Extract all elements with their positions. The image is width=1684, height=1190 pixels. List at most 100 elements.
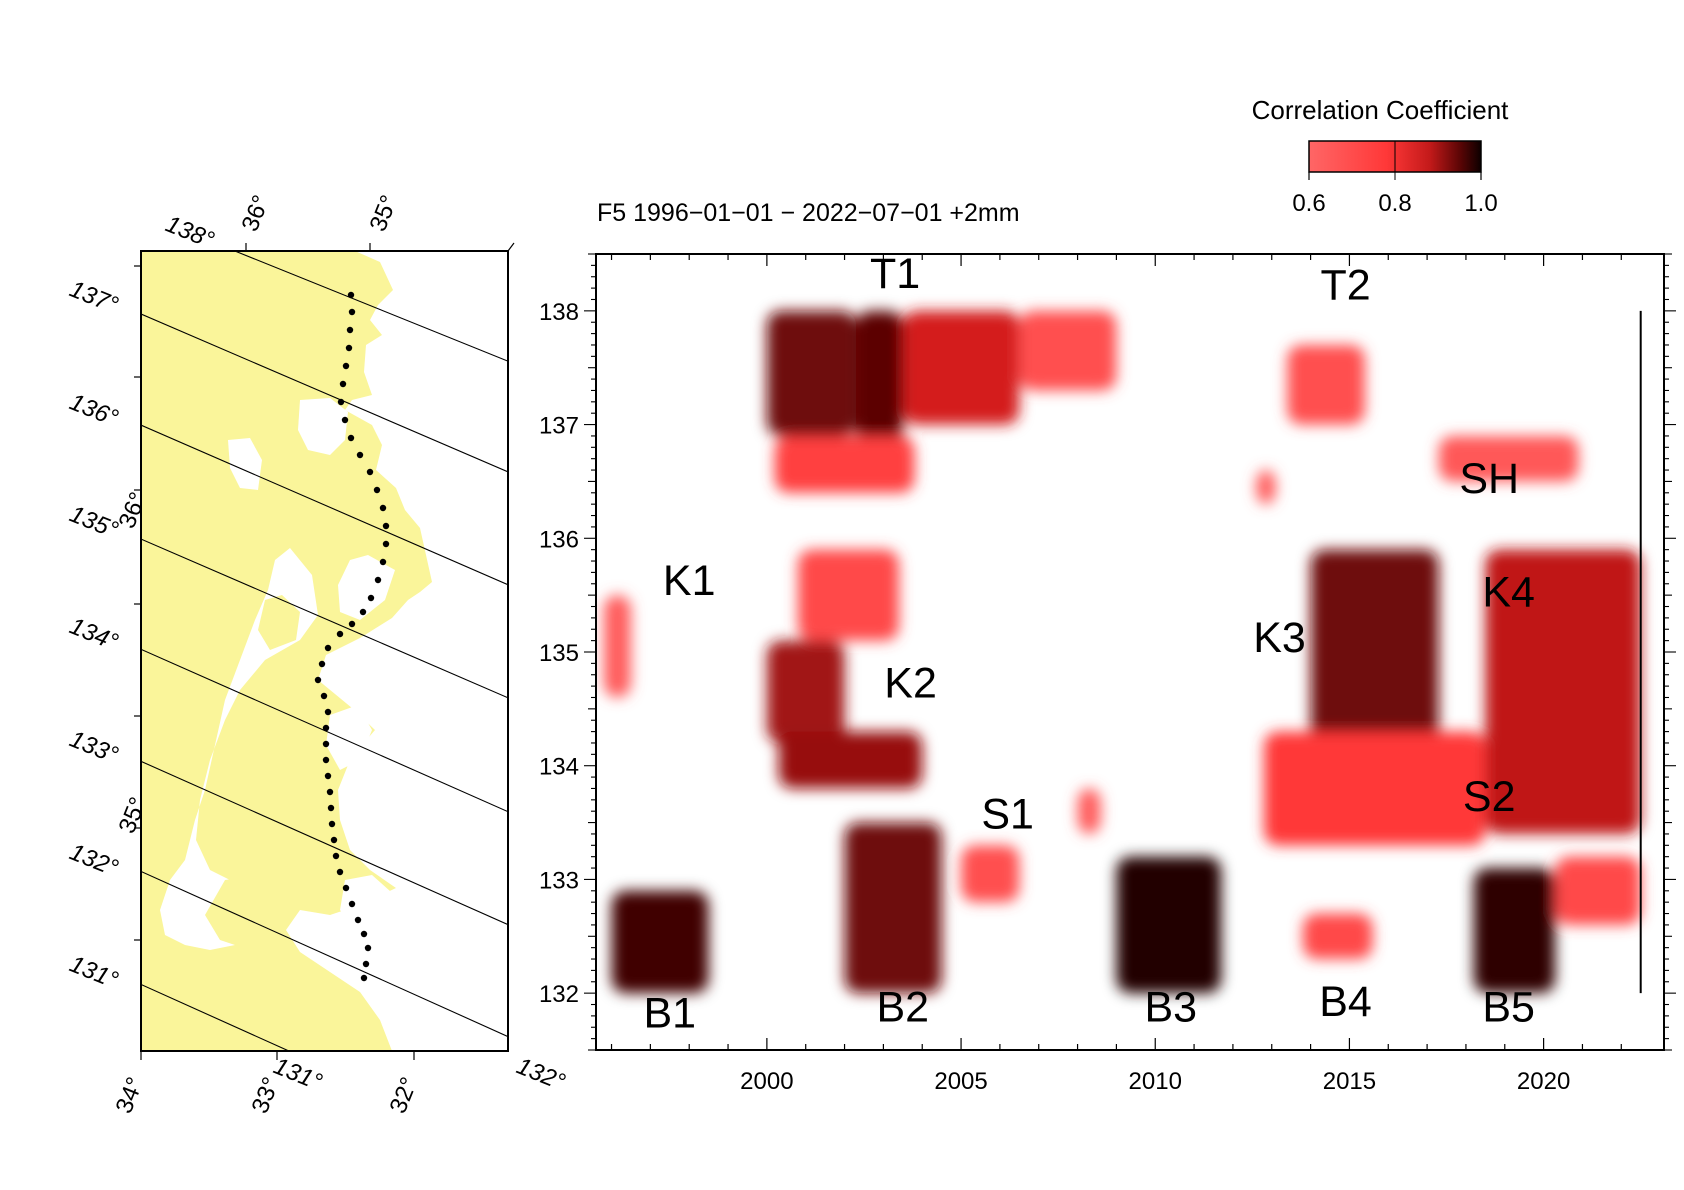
station-dot xyxy=(382,522,390,530)
correlation-region xyxy=(844,822,942,994)
correlation-region xyxy=(778,731,923,789)
annotation-k1: K1 xyxy=(663,557,716,605)
map-top-lat-label-2: 35° xyxy=(365,191,404,235)
y-tick-label: 137 xyxy=(539,413,579,440)
land-western-coast xyxy=(141,425,200,525)
station-dot xyxy=(324,708,332,716)
station-dot xyxy=(346,326,354,334)
station-dot xyxy=(324,772,332,780)
correlation-region xyxy=(1473,868,1556,994)
station-dot xyxy=(320,692,328,700)
station-dot xyxy=(356,451,364,459)
y-axis: 132 133 134 135 136 137 138 xyxy=(539,253,1676,1051)
correlation-region xyxy=(797,549,899,641)
correlation-region xyxy=(902,310,1020,425)
station-dot xyxy=(332,852,340,860)
map-bottom-lon-label-2: 132° xyxy=(513,1053,570,1097)
correlation-region xyxy=(611,890,709,994)
map-top-lon-label: 138° xyxy=(162,211,219,255)
station-dot xyxy=(342,884,350,892)
lake-north xyxy=(228,438,262,490)
y-tick-label: 132 xyxy=(539,981,579,1008)
annotation-t1: T1 xyxy=(870,250,920,298)
correlation-region xyxy=(1116,856,1222,994)
x-tick-label: 2020 xyxy=(1517,1068,1570,1095)
station-dot xyxy=(328,820,336,828)
map-left-lon-label-7: 131° xyxy=(66,951,123,995)
map-left-lon-label-4: 134° xyxy=(66,613,123,657)
map-bottom-lat-label-1: 34° xyxy=(111,1073,150,1117)
map-ticks xyxy=(134,242,515,1060)
station-dot xyxy=(341,416,349,424)
heatmap-panel: F5 1996−01−01 − 2022−07−01 +2mm 2000 2005… xyxy=(539,199,1676,1095)
y-tick-label: 135 xyxy=(539,640,579,667)
station-dot xyxy=(336,868,344,876)
station-dot xyxy=(373,486,381,494)
station-dot xyxy=(327,804,335,812)
station-dot xyxy=(348,308,356,316)
oblique-grid xyxy=(141,251,508,1051)
station-dot xyxy=(354,916,362,924)
correlation-region xyxy=(1302,913,1373,960)
map-frame xyxy=(140,250,509,1052)
land-island-south xyxy=(205,875,285,950)
annotation-b2: B2 xyxy=(877,984,930,1032)
correlation-region xyxy=(1077,788,1101,834)
station-dot xyxy=(367,594,375,602)
annotation-s1: S1 xyxy=(981,790,1034,838)
y-tick-label: 136 xyxy=(539,526,579,553)
annotation-b5: B5 xyxy=(1482,984,1535,1032)
y-tick-label: 138 xyxy=(539,299,579,326)
colorbar-tick-label-3: 1.0 xyxy=(1464,190,1497,217)
station-dot xyxy=(339,380,347,388)
correlation-region xyxy=(1263,731,1486,846)
x-axis: 2000 2005 2010 2015 2020 xyxy=(610,254,1622,1095)
station-dot xyxy=(382,540,390,548)
station-dot xyxy=(336,630,344,638)
map-left-lon-label-5: 133° xyxy=(66,726,123,770)
station-dot xyxy=(359,608,367,616)
correlation-region xyxy=(774,435,915,493)
colorbar-tick-label-2: 0.8 xyxy=(1378,190,1411,217)
station-dot xyxy=(379,558,387,566)
bay-southeast xyxy=(326,705,372,770)
station-dot xyxy=(345,344,353,352)
y-tick-label: 133 xyxy=(539,867,579,894)
correlation-region xyxy=(1256,470,1276,505)
station-dot xyxy=(348,900,356,908)
station-dot xyxy=(326,788,334,796)
station-dot xyxy=(322,756,330,764)
annotation-s2: S2 xyxy=(1463,773,1516,821)
y-tick-label: 134 xyxy=(539,754,579,781)
map-left-lon-label-2: 136° xyxy=(66,389,123,433)
correlation-region xyxy=(1438,435,1579,482)
annotation-k4: K4 xyxy=(1482,569,1535,617)
correlation-region xyxy=(1310,549,1439,766)
bay-east xyxy=(338,555,395,620)
station-dot xyxy=(364,944,372,952)
annotation-b3: B3 xyxy=(1144,984,1197,1032)
station-dot xyxy=(347,434,355,442)
map-bottom-lat-label-3: 32° xyxy=(385,1073,424,1117)
station-dot xyxy=(348,620,356,628)
station-dot xyxy=(342,362,350,370)
region-annotations: T1 T2 SH K1 K2 K3 K4 S1 S2 B1 B2 B3 B4 B5 xyxy=(643,250,1534,1037)
station-dot xyxy=(314,676,322,684)
station-dot xyxy=(360,974,368,982)
x-tick-label: 2015 xyxy=(1323,1068,1376,1095)
colorbar-tick-label-1: 0.6 xyxy=(1292,190,1325,217)
annotation-b4: B4 xyxy=(1319,978,1372,1026)
station-dot xyxy=(379,504,387,512)
correlation-region xyxy=(1555,856,1641,925)
station-dot xyxy=(322,740,330,748)
colorbar-label: Correlation Coefficient xyxy=(1252,95,1510,125)
x-tick-label: 2000 xyxy=(740,1068,793,1095)
annotation-t2: T2 xyxy=(1320,261,1370,309)
annotation-k3: K3 xyxy=(1253,614,1306,662)
correlation-region xyxy=(1019,310,1117,391)
station-dot xyxy=(374,576,382,584)
correlation-region xyxy=(603,595,631,698)
station-dot xyxy=(362,960,370,968)
correlation-region xyxy=(1485,549,1641,834)
